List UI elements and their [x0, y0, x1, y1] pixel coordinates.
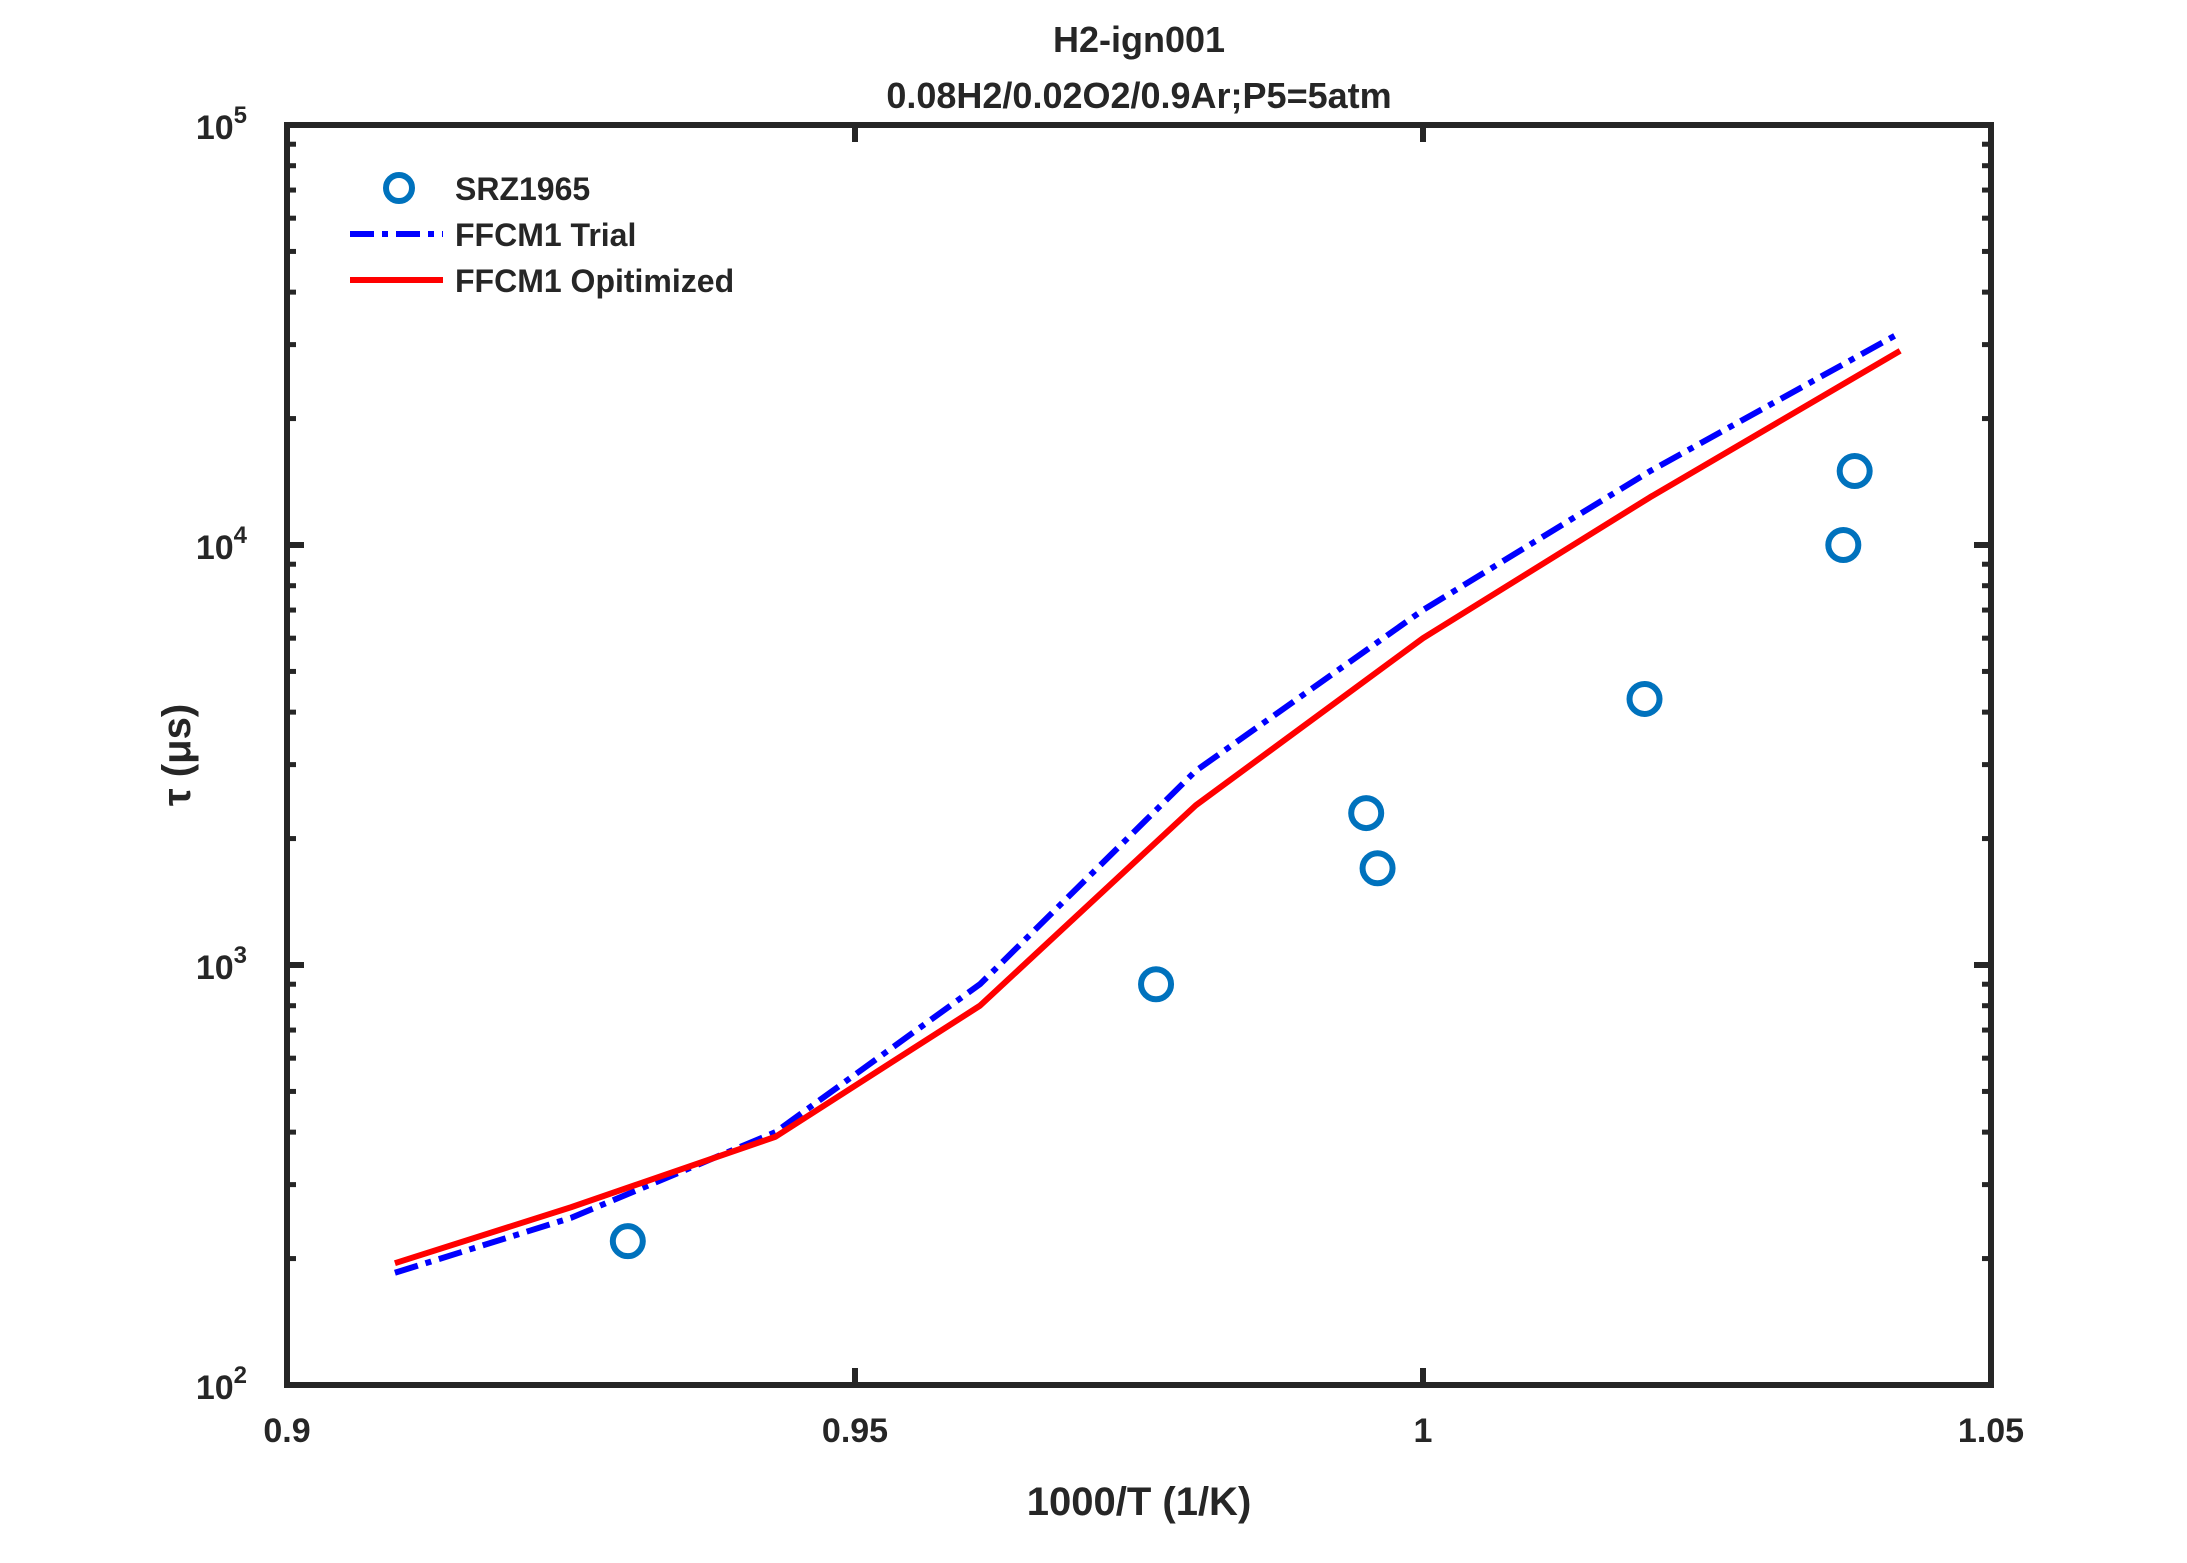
x-tick-label: 0.95: [822, 1412, 888, 1450]
y-tick-label: 105: [196, 102, 247, 147]
legend-marker-srz1965: [383, 172, 415, 204]
data-point-srz1965: [1138, 966, 1175, 1003]
y-tick-label: 103: [196, 942, 247, 987]
x-tick-label: 1: [1414, 1412, 1433, 1450]
data-point-srz1965: [1348, 795, 1385, 832]
axes-box: [284, 122, 1994, 1388]
legend: SRZ1965 FFCM1 Trial FFCM1 Opitimized: [350, 171, 734, 299]
y-axis-label: τ (μs): [155, 704, 199, 806]
series-line-optimized: [394, 348, 1902, 1267]
chart-title: H2-ign001: [1053, 19, 1225, 60]
series-layer: [394, 330, 1902, 1276]
x-tick-label: 0.9: [263, 1412, 310, 1450]
data-point-srz1965: [1836, 453, 1873, 490]
y-tick-label: 104: [196, 522, 248, 567]
data-point-srz1965: [1825, 527, 1862, 563]
legend-label-srz1965: SRZ1965: [455, 171, 590, 207]
chart-subtitle: 0.08H2/0.02O2/0.9Ar;P5=5atm: [886, 75, 1391, 116]
legend-label-optimized: FFCM1 Opitimized: [455, 263, 734, 299]
x-tick-label: 1.05: [1958, 1412, 2024, 1450]
data-point-srz1965: [609, 1223, 646, 1260]
data-point-srz1965: [1626, 680, 1663, 717]
x-axis-label: 1000/T (1/K): [1027, 1480, 1252, 1524]
legend-label-trial: FFCM1 Trial: [455, 217, 636, 253]
series-line-trial: [394, 330, 1902, 1276]
data-point-srz1965: [1359, 850, 1396, 887]
y-tick-label: 102: [196, 1362, 247, 1407]
